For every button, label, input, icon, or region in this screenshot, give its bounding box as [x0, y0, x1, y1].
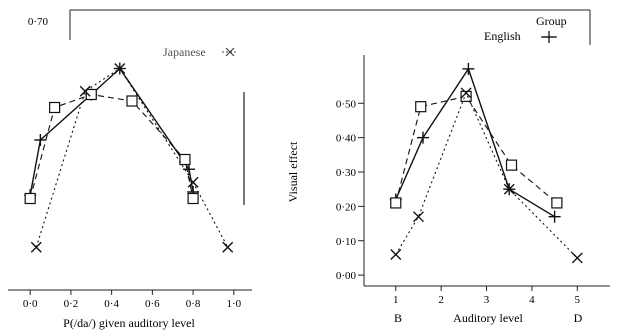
legend-title: Group — [536, 14, 567, 28]
right-y-tick-label: 0·50 — [336, 98, 357, 110]
left-x-tick-label: 0·2 — [64, 298, 79, 310]
left-series-english-line — [30, 69, 193, 196]
right-x-tick-label: 3 — [484, 294, 490, 306]
right-japanese-marker — [413, 212, 423, 222]
legend: Group English Japanese — [163, 14, 567, 59]
right-panel: 0·00 0·10 0·20 0·30 0·40 0·50 1 2 3 4 5 Visual ef… — [286, 10, 610, 325]
left-square-marker — [188, 194, 198, 204]
right-x-endpoint-label-b: B — [394, 311, 402, 325]
right-series-english-line — [396, 69, 555, 217]
left-japanese-marker — [188, 177, 198, 187]
right-y-tick-label: 0·20 — [336, 201, 357, 213]
right-x-tick-label: 4 — [529, 294, 535, 306]
left-square-marker — [50, 103, 60, 113]
left-plot-area — [24, 63, 233, 253]
right-series-japanese-line — [396, 93, 578, 258]
right-x-tick-label: 2 — [438, 294, 444, 306]
right-y-tick-label: 0·00 — [336, 270, 357, 282]
right-series-square-line — [396, 96, 557, 203]
right-english-marker — [462, 63, 474, 75]
left-japanese-marker — [31, 242, 41, 252]
right-square-marker — [416, 102, 426, 112]
right-square-marker — [507, 160, 517, 170]
right-x-endpoint-label-d: D — [574, 311, 583, 325]
left-x-tick-label: 0·4 — [104, 298, 119, 310]
left-square-marker — [127, 96, 137, 106]
left-square-marker — [180, 155, 190, 165]
left-x-tick-label: 0·6 — [145, 298, 160, 310]
right-japanese-marker — [391, 250, 401, 260]
right-english-marker — [549, 211, 561, 223]
right-y-axis-label: Visual effect — [286, 141, 300, 202]
legend-japanese-label: Japanese — [163, 45, 206, 59]
right-x-axis-label: Auditory level — [453, 311, 523, 325]
right-plot-area — [390, 63, 583, 263]
left-x-tick-label: 1·0 — [226, 298, 241, 310]
right-y-tick-label: 0·30 — [336, 167, 357, 179]
right-square-marker — [391, 198, 401, 208]
left-japanese-marker — [223, 242, 233, 252]
right-y-tick-label: 0·10 — [336, 236, 357, 248]
left-x-tick-label: 0·8 — [186, 298, 201, 310]
left-y-tick-label: 0·70 — [28, 16, 49, 28]
right-square-marker — [552, 198, 562, 208]
right-english-marker — [417, 132, 429, 144]
right-x-tick-label: 5 — [575, 294, 581, 306]
legend-english-label: English — [484, 29, 521, 43]
legend-english-marker — [543, 31, 555, 43]
left-square-marker — [25, 194, 35, 204]
right-japanese-marker — [572, 253, 582, 263]
right-y-tick-label: 0·40 — [336, 133, 357, 145]
left-series-japanese-line — [36, 69, 227, 248]
right-x-tick-label: 1 — [393, 294, 399, 306]
left-x-tick-label: 0·0 — [23, 298, 38, 310]
left-x-axis-label: P(/da/) given auditory level — [63, 316, 195, 330]
